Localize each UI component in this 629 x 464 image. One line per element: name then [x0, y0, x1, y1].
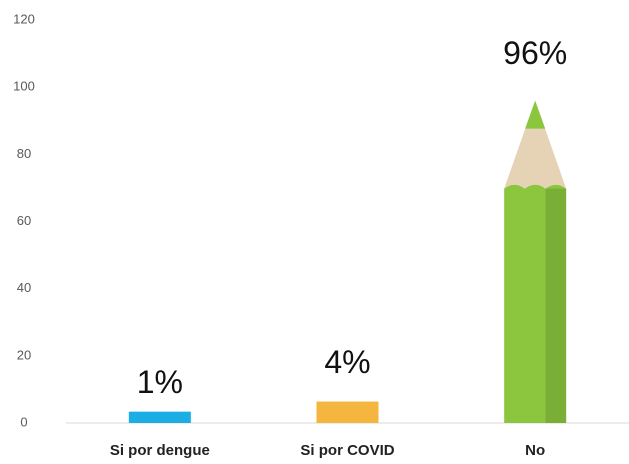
- y-tick-label: 100: [13, 79, 35, 94]
- y-tick-label: 0: [20, 414, 27, 429]
- pencil-body: [316, 401, 379, 423]
- y-tick-label: 20: [17, 347, 31, 362]
- value-label: 1%: [137, 364, 183, 400]
- pencil-body: [504, 184, 567, 423]
- x-tick-label: Si por COVID: [300, 442, 394, 459]
- pencil-shade: [545, 188, 567, 423]
- x-tick-label: Si por dengue: [110, 442, 210, 459]
- value-label: 4%: [324, 344, 370, 380]
- y-tick-label: 120: [13, 11, 35, 26]
- y-tick-label: 40: [17, 280, 31, 295]
- pencil-body: [128, 411, 191, 423]
- y-tick-label: 80: [17, 146, 31, 161]
- y-tick-label: 60: [17, 213, 31, 228]
- value-label: 96%: [503, 35, 567, 71]
- x-tick-label: No: [525, 442, 545, 459]
- pencil-wood: [504, 100, 567, 189]
- pencil-lead: [525, 100, 546, 129]
